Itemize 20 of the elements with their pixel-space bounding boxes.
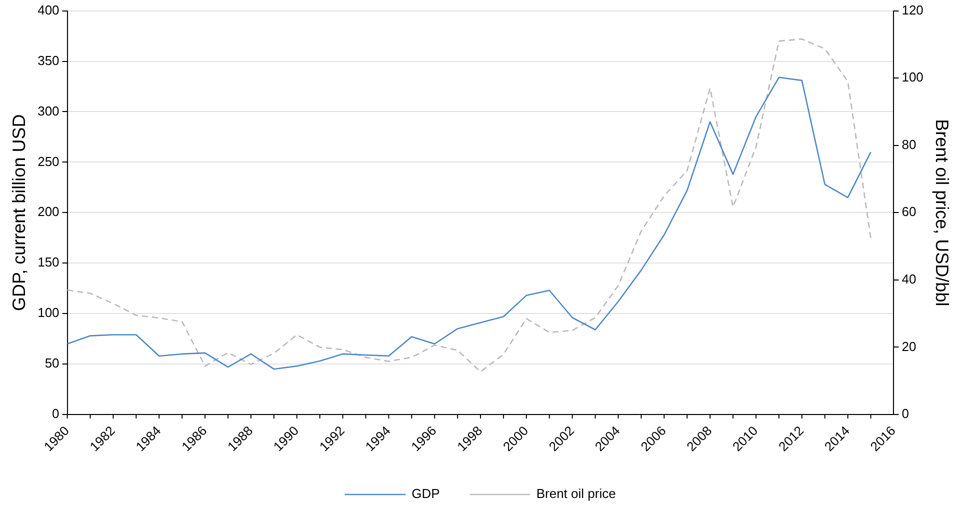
y2-tick-label: 60 [902,204,916,220]
y-tick-label: 0 [52,406,60,422]
y2-axis-title: Brent oil price, USD/bbl [932,119,952,306]
y-axis-title: GDP, current billion USD [8,114,29,312]
y2-tick-label: 20 [902,338,916,354]
y-tick-label: 100 [38,305,60,320]
y-tick-label: 300 [38,103,60,118]
y2-tick-label: 80 [902,136,916,152]
y-tick-label: 350 [38,52,60,68]
y-tick-label: 200 [38,204,60,220]
legend-label: GDP [412,486,440,502]
y-tick-label: 400 [38,2,60,18]
y-tick-label: 150 [38,254,60,270]
y2-tick-label: 40 [902,272,916,287]
y-tick-label: 50 [44,356,60,371]
y-tick-label: 250 [38,154,60,169]
y2-tick-label: 0 [902,406,909,422]
y2-tick-label: 100 [902,70,924,85]
legend-label: Brent oil price [536,486,616,502]
y2-tick-label: 120 [902,2,924,18]
